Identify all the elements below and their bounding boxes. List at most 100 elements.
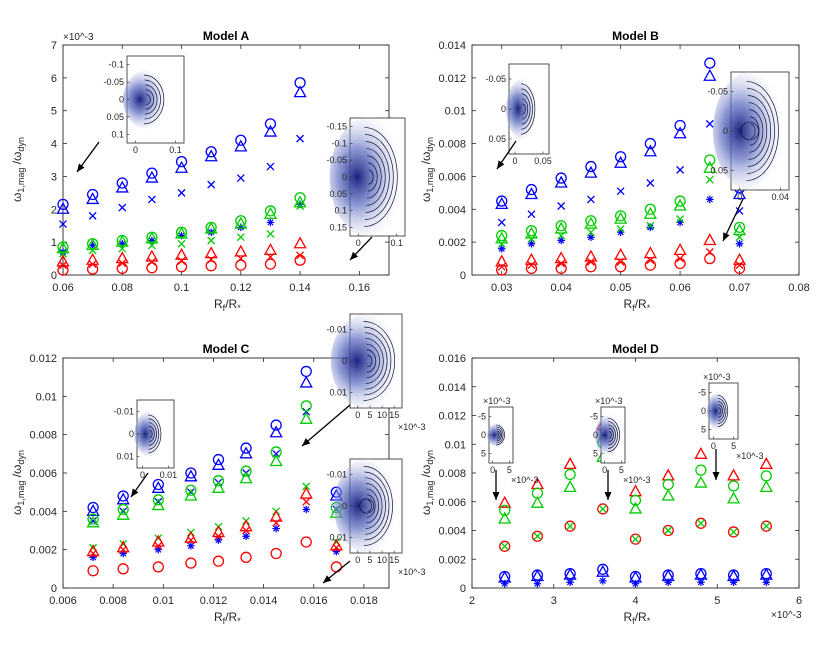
inset-contour: [148, 422, 157, 446]
y-axis-label-part: /ω: [10, 465, 24, 481]
data-point: [154, 541, 163, 550]
data-point: [302, 497, 311, 506]
data-point: [119, 545, 128, 554]
inset-small: -0.1 -0.05 0 0.05 0.1 0 0.1: [103, 55, 185, 155]
data-point: [554, 221, 568, 234]
data-point: [118, 203, 127, 212]
data-point: [177, 188, 186, 197]
y-axis-label-part: dyn: [16, 137, 26, 152]
data-point: [732, 252, 747, 265]
data-point: [759, 480, 773, 493]
x-axis-label-part: R: [214, 297, 223, 311]
data-point: [554, 175, 568, 188]
inset-scale-label: ×10^-3: [736, 451, 764, 461]
data-point: [116, 507, 130, 520]
data-point: [762, 578, 771, 587]
inset-contour: [749, 116, 760, 146]
inset-x-tick-label: 5: [367, 410, 372, 420]
data-point: [299, 486, 313, 499]
inset-contour: [144, 79, 161, 120]
data-point: [177, 231, 186, 240]
data-point: [145, 170, 159, 183]
data-point: [89, 549, 98, 558]
data-point: [214, 536, 223, 544]
data-point: [704, 57, 716, 69]
chart-panel-4: 2 3 4 5 6 0 0.002 0.004 0.006 0.008 0.01 0.012 0.014…: [419, 342, 802, 626]
x-axis-label-part: /R: [635, 297, 647, 311]
inset-contour: [740, 121, 759, 141]
data-point: [696, 519, 705, 528]
data-point: [242, 532, 250, 541]
data-point: [533, 579, 542, 588]
data-point: [294, 192, 306, 204]
data-point: [146, 167, 158, 179]
data-point: [563, 480, 577, 493]
y-tick-label: 6: [51, 73, 57, 85]
inset-y-tick-label: -5: [590, 411, 598, 421]
series-green-triangle: [495, 160, 747, 244]
inset-contour: [522, 103, 526, 115]
data-point: [760, 520, 772, 532]
data-point: [643, 206, 657, 219]
data-point: [240, 465, 252, 477]
y-tick-label: 0.004: [438, 526, 466, 538]
y-axis-label-part: dyn: [425, 450, 435, 465]
data-point: [525, 262, 538, 275]
inset-y-tick-label: 0.05: [106, 112, 124, 122]
data-point: [695, 517, 707, 529]
data-point: [212, 453, 225, 466]
inset-y-tick-label: 0.05: [488, 134, 506, 144]
data-point: [599, 577, 607, 585]
inset-contour: [363, 321, 396, 401]
data-point: [263, 243, 278, 256]
y-tick-label: 0.006: [438, 171, 466, 183]
inset-y-tick-label: 0: [723, 126, 728, 136]
data-point: [235, 259, 247, 271]
data-point: [614, 210, 627, 222]
inset-scale-label: ×10^-3: [623, 475, 651, 485]
data-point: [185, 557, 197, 569]
data-point: [57, 264, 69, 276]
inset-x-tick-label: 0.1: [390, 238, 403, 248]
data-point: [525, 183, 538, 196]
y-scale-label: ×10^-3: [63, 32, 94, 43]
data-point: [614, 151, 627, 163]
y-tick-label: 0.012: [438, 411, 466, 423]
data-point: [86, 188, 99, 201]
data-point: [555, 220, 567, 232]
data-point: [242, 526, 251, 535]
data-point: [527, 234, 536, 243]
data-point: [174, 247, 189, 260]
data-point: [240, 442, 252, 454]
data-point: [586, 228, 595, 237]
y-axis-label-part: dyn: [425, 137, 435, 152]
data-point: [733, 221, 746, 234]
y-tick-label: 0.002: [438, 554, 466, 566]
x-tick-label: 0.07: [729, 282, 750, 294]
inset-x-tick-label: 0: [140, 470, 145, 480]
inset-contour: [365, 134, 394, 220]
data-point: [302, 482, 311, 491]
inset-contour: [365, 141, 390, 213]
inset-contour: [496, 428, 503, 442]
data-point: [564, 520, 576, 532]
x-axis-label: Rf/R*: [624, 297, 651, 313]
data-point: [115, 180, 129, 193]
data-point: [118, 239, 127, 248]
x-tick-label: 0.04: [550, 282, 571, 294]
y-axis-label-part: /ω: [419, 465, 433, 481]
data-point: [531, 530, 544, 542]
data-point: [205, 146, 217, 158]
data-point: [239, 471, 253, 484]
arrow-line: [301, 404, 351, 447]
inset-density: [506, 78, 540, 140]
inset-contour: [145, 89, 155, 110]
data-point: [644, 137, 657, 150]
data-point: [115, 234, 129, 247]
x-tick-label: 0.06: [669, 282, 690, 294]
data-point: [674, 195, 686, 207]
y-axis-label-part: ω: [419, 506, 433, 515]
chart-title: Model C: [203, 342, 250, 356]
